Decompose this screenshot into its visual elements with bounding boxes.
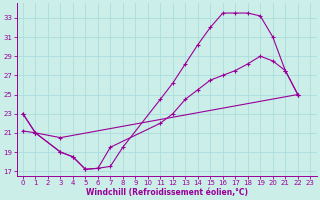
X-axis label: Windchill (Refroidissement éolien,°C): Windchill (Refroidissement éolien,°C) <box>85 188 248 197</box>
